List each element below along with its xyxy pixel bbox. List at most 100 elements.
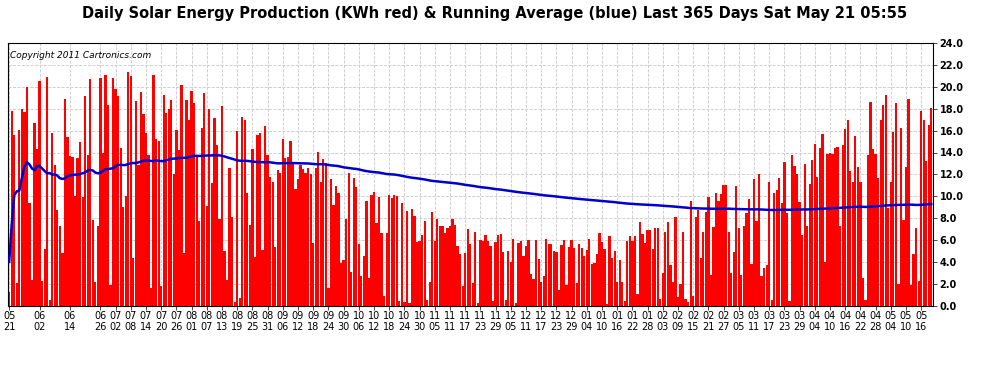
Bar <box>446 228 448 306</box>
Bar <box>56 210 58 306</box>
Bar <box>588 239 590 306</box>
Bar <box>104 75 107 306</box>
Bar <box>474 232 476 306</box>
Bar <box>406 211 408 306</box>
Bar <box>659 299 661 306</box>
Bar <box>742 226 745 306</box>
Bar <box>16 282 18 306</box>
Bar <box>768 182 770 306</box>
Bar <box>745 213 747 306</box>
Bar <box>115 89 117 306</box>
Bar <box>809 184 811 306</box>
Bar <box>765 265 768 306</box>
Bar <box>274 247 276 306</box>
Bar <box>11 111 13 306</box>
Bar <box>900 128 902 306</box>
Bar <box>834 148 837 306</box>
Bar <box>500 234 502 306</box>
Bar <box>915 228 918 306</box>
Bar <box>575 284 578 306</box>
Bar <box>931 108 933 306</box>
Bar <box>411 209 413 306</box>
Bar <box>763 268 765 306</box>
Bar <box>682 231 684 306</box>
Bar <box>271 182 274 306</box>
Bar <box>669 265 671 306</box>
Bar <box>122 207 125 306</box>
Bar <box>355 187 357 306</box>
Bar <box>741 275 742 306</box>
Bar <box>520 242 522 306</box>
Bar <box>294 189 297 306</box>
Bar <box>444 233 446 306</box>
Bar <box>71 156 73 306</box>
Bar <box>365 201 367 306</box>
Bar <box>461 286 463 306</box>
Bar <box>687 302 689 306</box>
Bar <box>573 248 575 306</box>
Bar <box>755 221 757 306</box>
Bar <box>299 165 302 306</box>
Bar <box>269 177 271 306</box>
Bar <box>487 242 489 306</box>
Bar <box>21 109 23 306</box>
Bar <box>287 157 289 306</box>
Bar <box>925 162 928 306</box>
Bar <box>882 105 884 306</box>
Bar <box>758 174 760 306</box>
Bar <box>879 120 882 306</box>
Bar <box>170 100 172 306</box>
Bar <box>837 147 839 306</box>
Bar <box>515 303 517 306</box>
Bar <box>206 206 208 306</box>
Bar <box>672 282 674 306</box>
Bar <box>861 278 864 306</box>
Bar <box>859 183 861 306</box>
Bar <box>890 182 892 306</box>
Bar <box>385 232 388 306</box>
Bar <box>437 219 439 306</box>
Bar <box>885 95 887 306</box>
Bar <box>591 264 593 306</box>
Bar <box>781 203 783 306</box>
Bar <box>614 251 616 306</box>
Bar <box>370 195 372 306</box>
Bar <box>728 232 730 306</box>
Bar <box>720 194 722 306</box>
Bar <box>396 196 398 306</box>
Bar <box>451 219 453 306</box>
Bar <box>750 264 752 306</box>
Bar <box>609 236 611 306</box>
Bar <box>31 280 33 306</box>
Bar <box>39 81 41 306</box>
Bar <box>253 257 256 306</box>
Bar <box>148 155 149 306</box>
Bar <box>649 230 651 306</box>
Bar <box>651 249 653 306</box>
Bar <box>512 239 515 306</box>
Bar <box>44 249 46 306</box>
Bar <box>180 85 182 306</box>
Bar <box>799 201 801 306</box>
Bar <box>89 79 91 306</box>
Bar <box>632 241 634 306</box>
Bar <box>256 135 258 306</box>
Bar <box>477 303 479 306</box>
Bar <box>646 230 648 306</box>
Bar <box>109 285 112 306</box>
Bar <box>8 292 10 306</box>
Bar <box>302 169 304 306</box>
Bar <box>905 166 907 306</box>
Bar <box>877 178 879 306</box>
Bar <box>201 128 203 306</box>
Bar <box>219 219 221 306</box>
Bar <box>471 282 474 306</box>
Bar <box>466 230 469 306</box>
Bar <box>621 282 624 306</box>
Bar <box>63 99 66 306</box>
Bar <box>421 235 424 306</box>
Bar <box>920 111 923 306</box>
Bar <box>350 272 352 306</box>
Bar <box>775 190 778 306</box>
Bar <box>869 102 871 306</box>
